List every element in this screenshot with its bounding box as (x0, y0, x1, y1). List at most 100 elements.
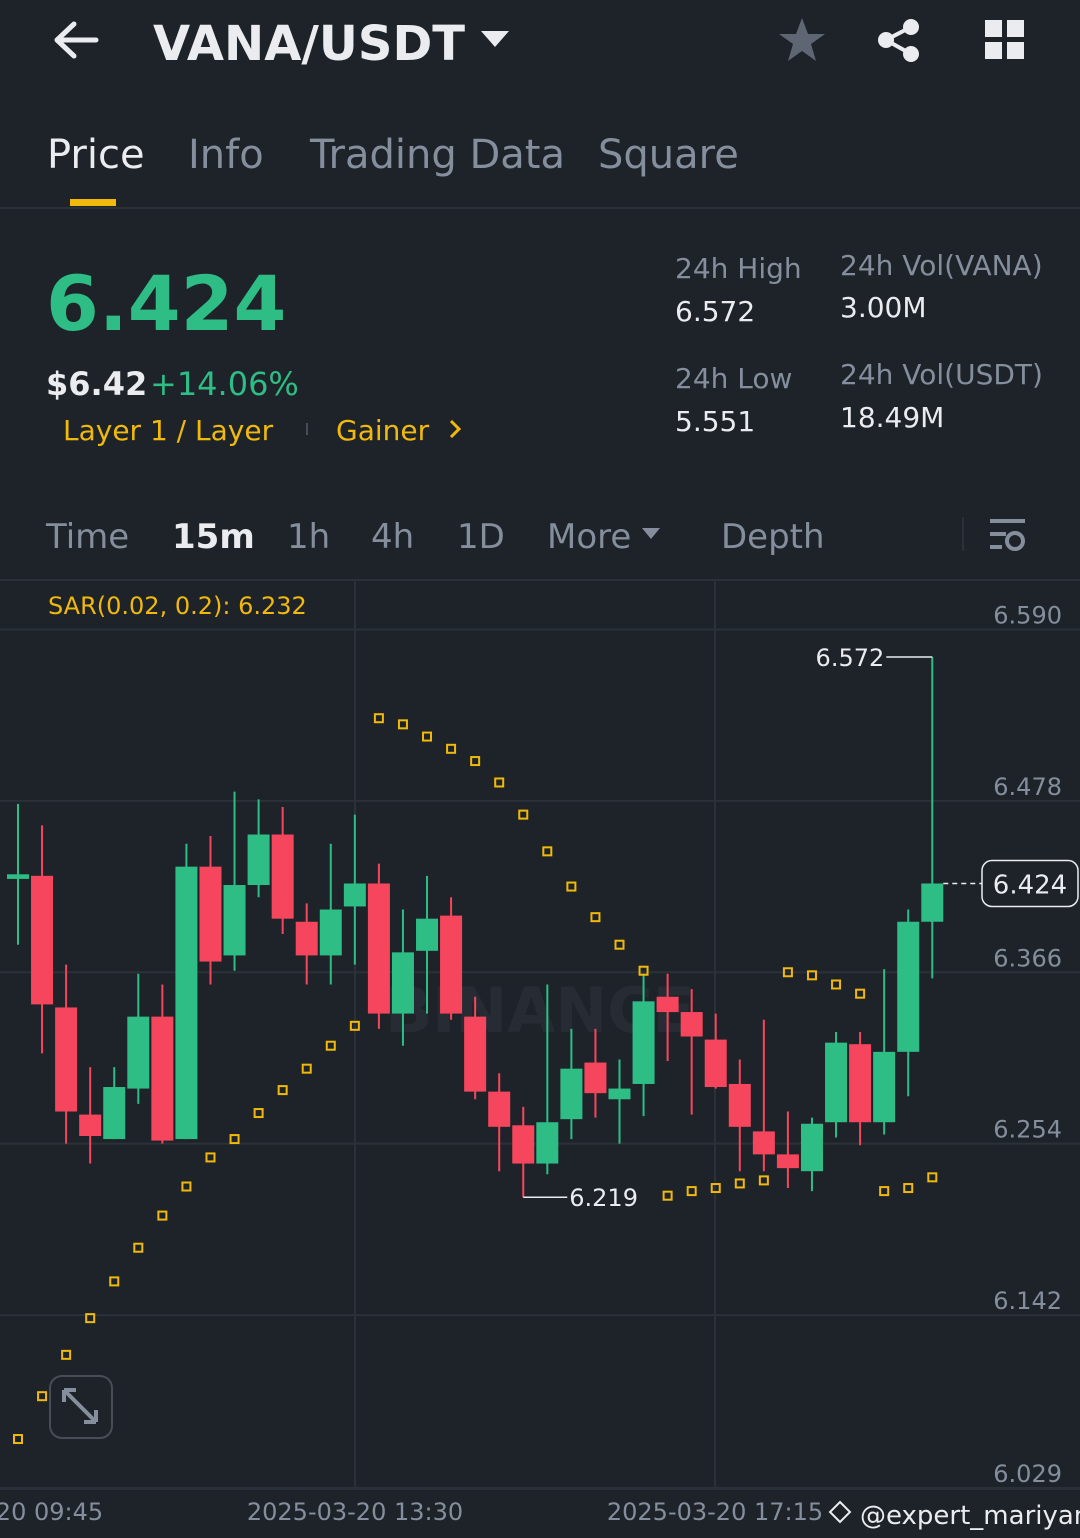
tab[interactable]: Info (188, 132, 264, 178)
pair-title[interactable]: VANA/USDT (153, 16, 465, 72)
candle-body (825, 1042, 848, 1123)
tag[interactable]: Layer 1 / Layer (63, 414, 274, 447)
candle-body (897, 921, 920, 1052)
candle-body (608, 1088, 631, 1100)
sar-dot (855, 988, 866, 999)
expand-arrows (62, 1388, 98, 1424)
more-dropdown[interactable] (642, 528, 660, 539)
sar-dot (614, 939, 625, 950)
stat-label: 24h Vol(VANA) (840, 249, 1043, 282)
share-lines (881, 25, 912, 56)
divider (0, 579, 1080, 581)
candle-body (536, 1122, 559, 1164)
candle-body (31, 875, 54, 1005)
high-label: 6.572 (816, 644, 885, 672)
sar-dot (638, 965, 649, 976)
sar-dot (13, 1434, 23, 1445)
y-tick-label: 6.366 (993, 944, 1062, 972)
sar-dot (349, 1020, 360, 1031)
candle-body (391, 952, 414, 1014)
sar-dot (566, 881, 577, 892)
candle-body (464, 1016, 487, 1092)
tab-indicator (70, 199, 116, 206)
sar-dot (903, 1183, 914, 1194)
tab[interactable]: Square (598, 132, 739, 178)
sar-dot (758, 1175, 769, 1186)
sar-dot (686, 1186, 697, 1197)
low-label: 6.219 (569, 1184, 638, 1212)
last-price-box (981, 859, 1079, 908)
favorite-star[interactable] (779, 18, 825, 61)
stat-value: 6.572 (675, 295, 755, 328)
sar-dot (301, 1063, 312, 1074)
interval[interactable]: Time (45, 517, 129, 557)
interval-active[interactable]: 15m (172, 517, 255, 557)
interval[interactable]: 1h (287, 517, 330, 557)
sar-dot (662, 1190, 673, 1201)
expand-button[interactable] (49, 1375, 113, 1439)
sar-dot (181, 1181, 192, 1192)
menu-grid[interactable] (985, 20, 1024, 59)
interval[interactable]: More (547, 517, 631, 557)
sar-dot (782, 967, 793, 978)
stat-label: 24h High (675, 252, 802, 285)
sar-dot (157, 1210, 168, 1221)
icon-bar (990, 545, 1002, 549)
stat-value: 3.00M (840, 291, 927, 324)
sar-dot (470, 756, 481, 767)
usd-price: $6.42 (46, 365, 147, 403)
sar-dot (422, 731, 433, 742)
sar-dot (133, 1242, 144, 1253)
y-tick-label: 6.254 (993, 1116, 1062, 1144)
candle-body (247, 834, 270, 886)
sar-dot (205, 1152, 216, 1163)
candle-body (656, 996, 679, 1013)
sar-dot (831, 979, 842, 990)
sar-dot (229, 1134, 240, 1145)
candle-body (488, 1091, 511, 1127)
tag-chevron (449, 419, 462, 439)
interval[interactable]: Depth (721, 517, 825, 557)
sar-dot (109, 1276, 120, 1287)
candle-body (103, 1087, 126, 1140)
pair-dropdown[interactable] (481, 31, 509, 47)
sar-dot (590, 912, 601, 923)
candle-body (728, 1083, 751, 1127)
candle-body (367, 883, 390, 1014)
sar-dot (397, 719, 408, 730)
sar-dot (253, 1108, 264, 1119)
candle-body (127, 1016, 150, 1089)
sar-dot (734, 1178, 745, 1189)
chart: BINANCE 6.0296.1426.2546.3666.4786.5906.… (0, 581, 1080, 1489)
interval[interactable]: 4h (371, 517, 414, 557)
indicator-label: SAR(0.02, 0.2): 6.232 (48, 592, 307, 620)
last-price-label: 6.424 (993, 870, 1067, 900)
candle-body (440, 915, 463, 1014)
y-tick-label: 6.029 (993, 1460, 1062, 1488)
tab[interactable]: Trading Data (309, 132, 565, 178)
candle-body (271, 834, 294, 919)
y-tick-label: 6.478 (993, 773, 1062, 801)
y-tick-label: 6.142 (993, 1287, 1062, 1315)
sar-dot (277, 1085, 288, 1096)
sar-dot (518, 809, 529, 820)
tag[interactable]: Gainer (336, 414, 430, 447)
last-price: 6.424 (46, 259, 286, 348)
candle-body (584, 1062, 607, 1094)
sar-dot (879, 1186, 890, 1197)
grid-square (985, 20, 1002, 37)
stat-label: 24h Low (675, 362, 792, 395)
chart-settings[interactable] (990, 519, 1025, 551)
stat-value: 18.49M (840, 401, 944, 434)
candle-body (800, 1123, 823, 1172)
candle-body (295, 921, 318, 956)
share-button[interactable] (878, 19, 919, 62)
interval[interactable]: 1D (457, 517, 505, 557)
candle-body (55, 1007, 78, 1112)
tab-active[interactable]: Price (47, 132, 145, 178)
back-button[interactable] (54, 21, 99, 59)
sar-dot (446, 743, 457, 754)
icon-bar (990, 532, 1006, 536)
candle-body (175, 866, 198, 1140)
